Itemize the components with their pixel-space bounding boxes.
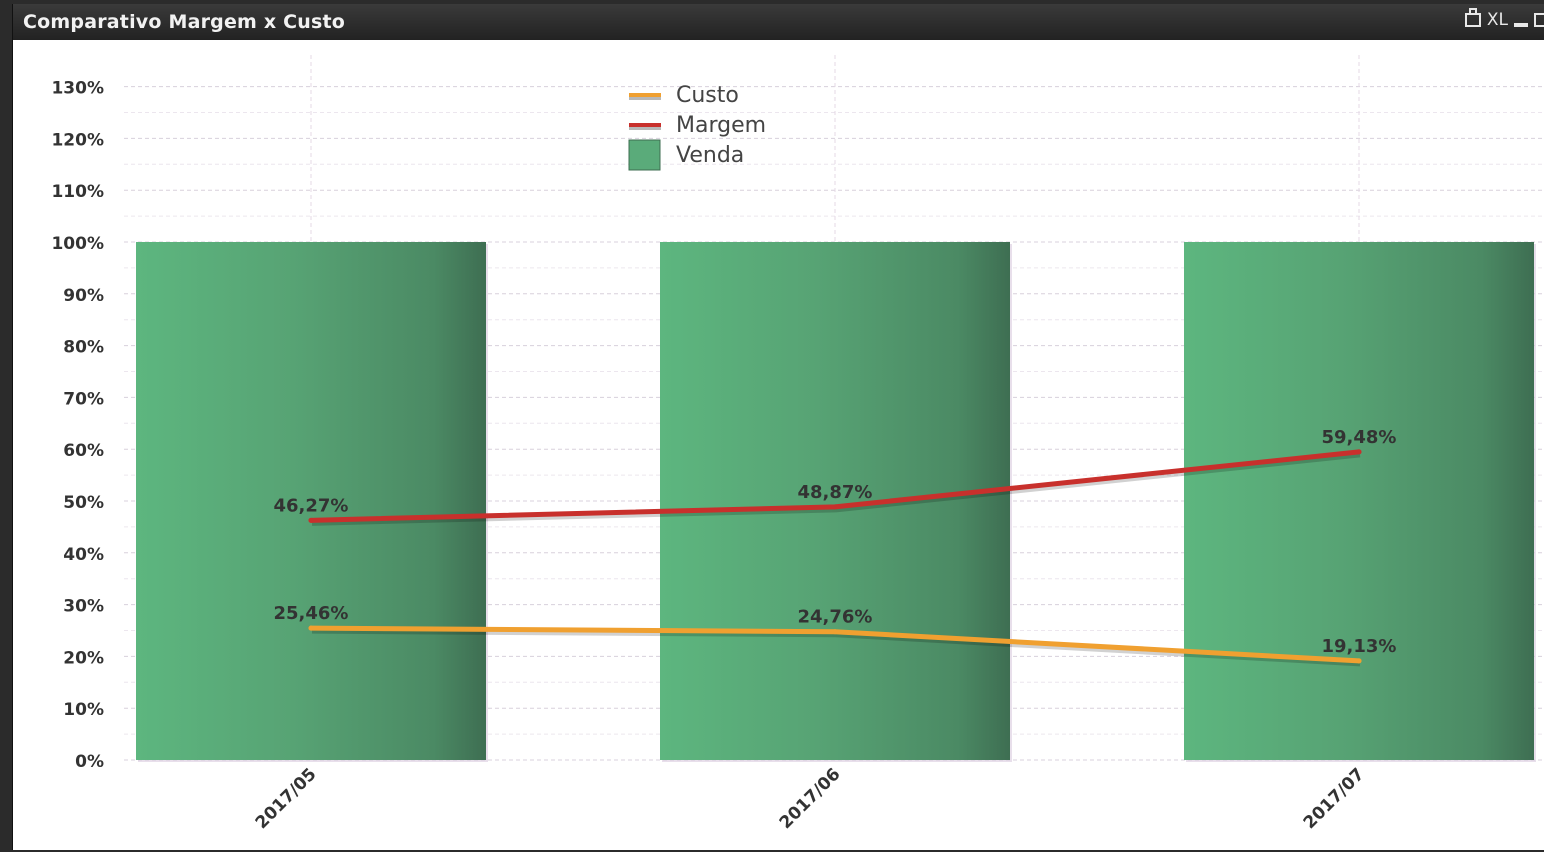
point-margem — [308, 517, 314, 523]
point-custo — [308, 625, 314, 631]
data-label-margem: 46,27% — [274, 495, 349, 516]
line-shadow-margem — [311, 452, 1361, 526]
bar-venda — [1184, 242, 1534, 760]
y-tick-label: 120% — [51, 130, 104, 150]
line-shadow-custo — [311, 628, 1361, 667]
y-tick-label: 50% — [63, 493, 104, 513]
y-tick-label: 90% — [63, 286, 104, 306]
y-tick-label: 10% — [63, 700, 104, 720]
y-tick-label: 110% — [51, 182, 104, 202]
x-tick-label: 2017/06 — [776, 764, 845, 833]
y-tick-label: 0% — [75, 752, 104, 772]
point-margem — [832, 504, 838, 510]
legend-label-custo: Custo — [676, 83, 739, 108]
maximize-icon[interactable] — [1534, 13, 1544, 27]
data-label-margem: 59,48% — [1322, 427, 1397, 448]
title-bar: Comparativo Margem x Custo XL — [13, 4, 1544, 40]
legend: Custo Margem Venda — [628, 83, 766, 171]
x-tick-label: 2017/05 — [252, 764, 321, 833]
data-label-margem: 48,87% — [798, 482, 873, 503]
point-margem — [1356, 449, 1362, 455]
y-tick-label: 60% — [63, 441, 104, 461]
window-title: Comparativo Margem x Custo — [23, 11, 346, 33]
legend-label-margem: Margem — [676, 113, 766, 138]
data-label-custo: 24,76% — [798, 607, 873, 628]
point-custo — [1356, 658, 1362, 664]
y-tick-label: 70% — [63, 389, 104, 409]
y-tick-label: 80% — [63, 338, 104, 358]
bar-venda — [660, 242, 1010, 760]
data-label-custo: 25,46% — [274, 603, 349, 624]
xl-export-icon[interactable]: XL — [1486, 10, 1508, 30]
print-icon[interactable] — [1464, 8, 1481, 27]
minimize-icon[interactable] — [1514, 23, 1528, 27]
y-tick-label: 40% — [63, 545, 104, 565]
legend-label-venda: Venda — [676, 143, 744, 168]
point-custo — [832, 629, 838, 635]
y-tick-label: 130% — [51, 79, 104, 99]
legend-swatch-venda — [628, 139, 661, 171]
title-bar-icons: XL — [1464, 8, 1544, 30]
bar-venda — [136, 242, 486, 760]
data-label-custo: 19,13% — [1322, 636, 1397, 657]
y-tick-label: 100% — [51, 234, 104, 254]
y-tick-label: 30% — [63, 597, 104, 617]
y-tick-label: 20% — [63, 648, 104, 668]
x-tick-label: 2017/07 — [1300, 764, 1369, 833]
